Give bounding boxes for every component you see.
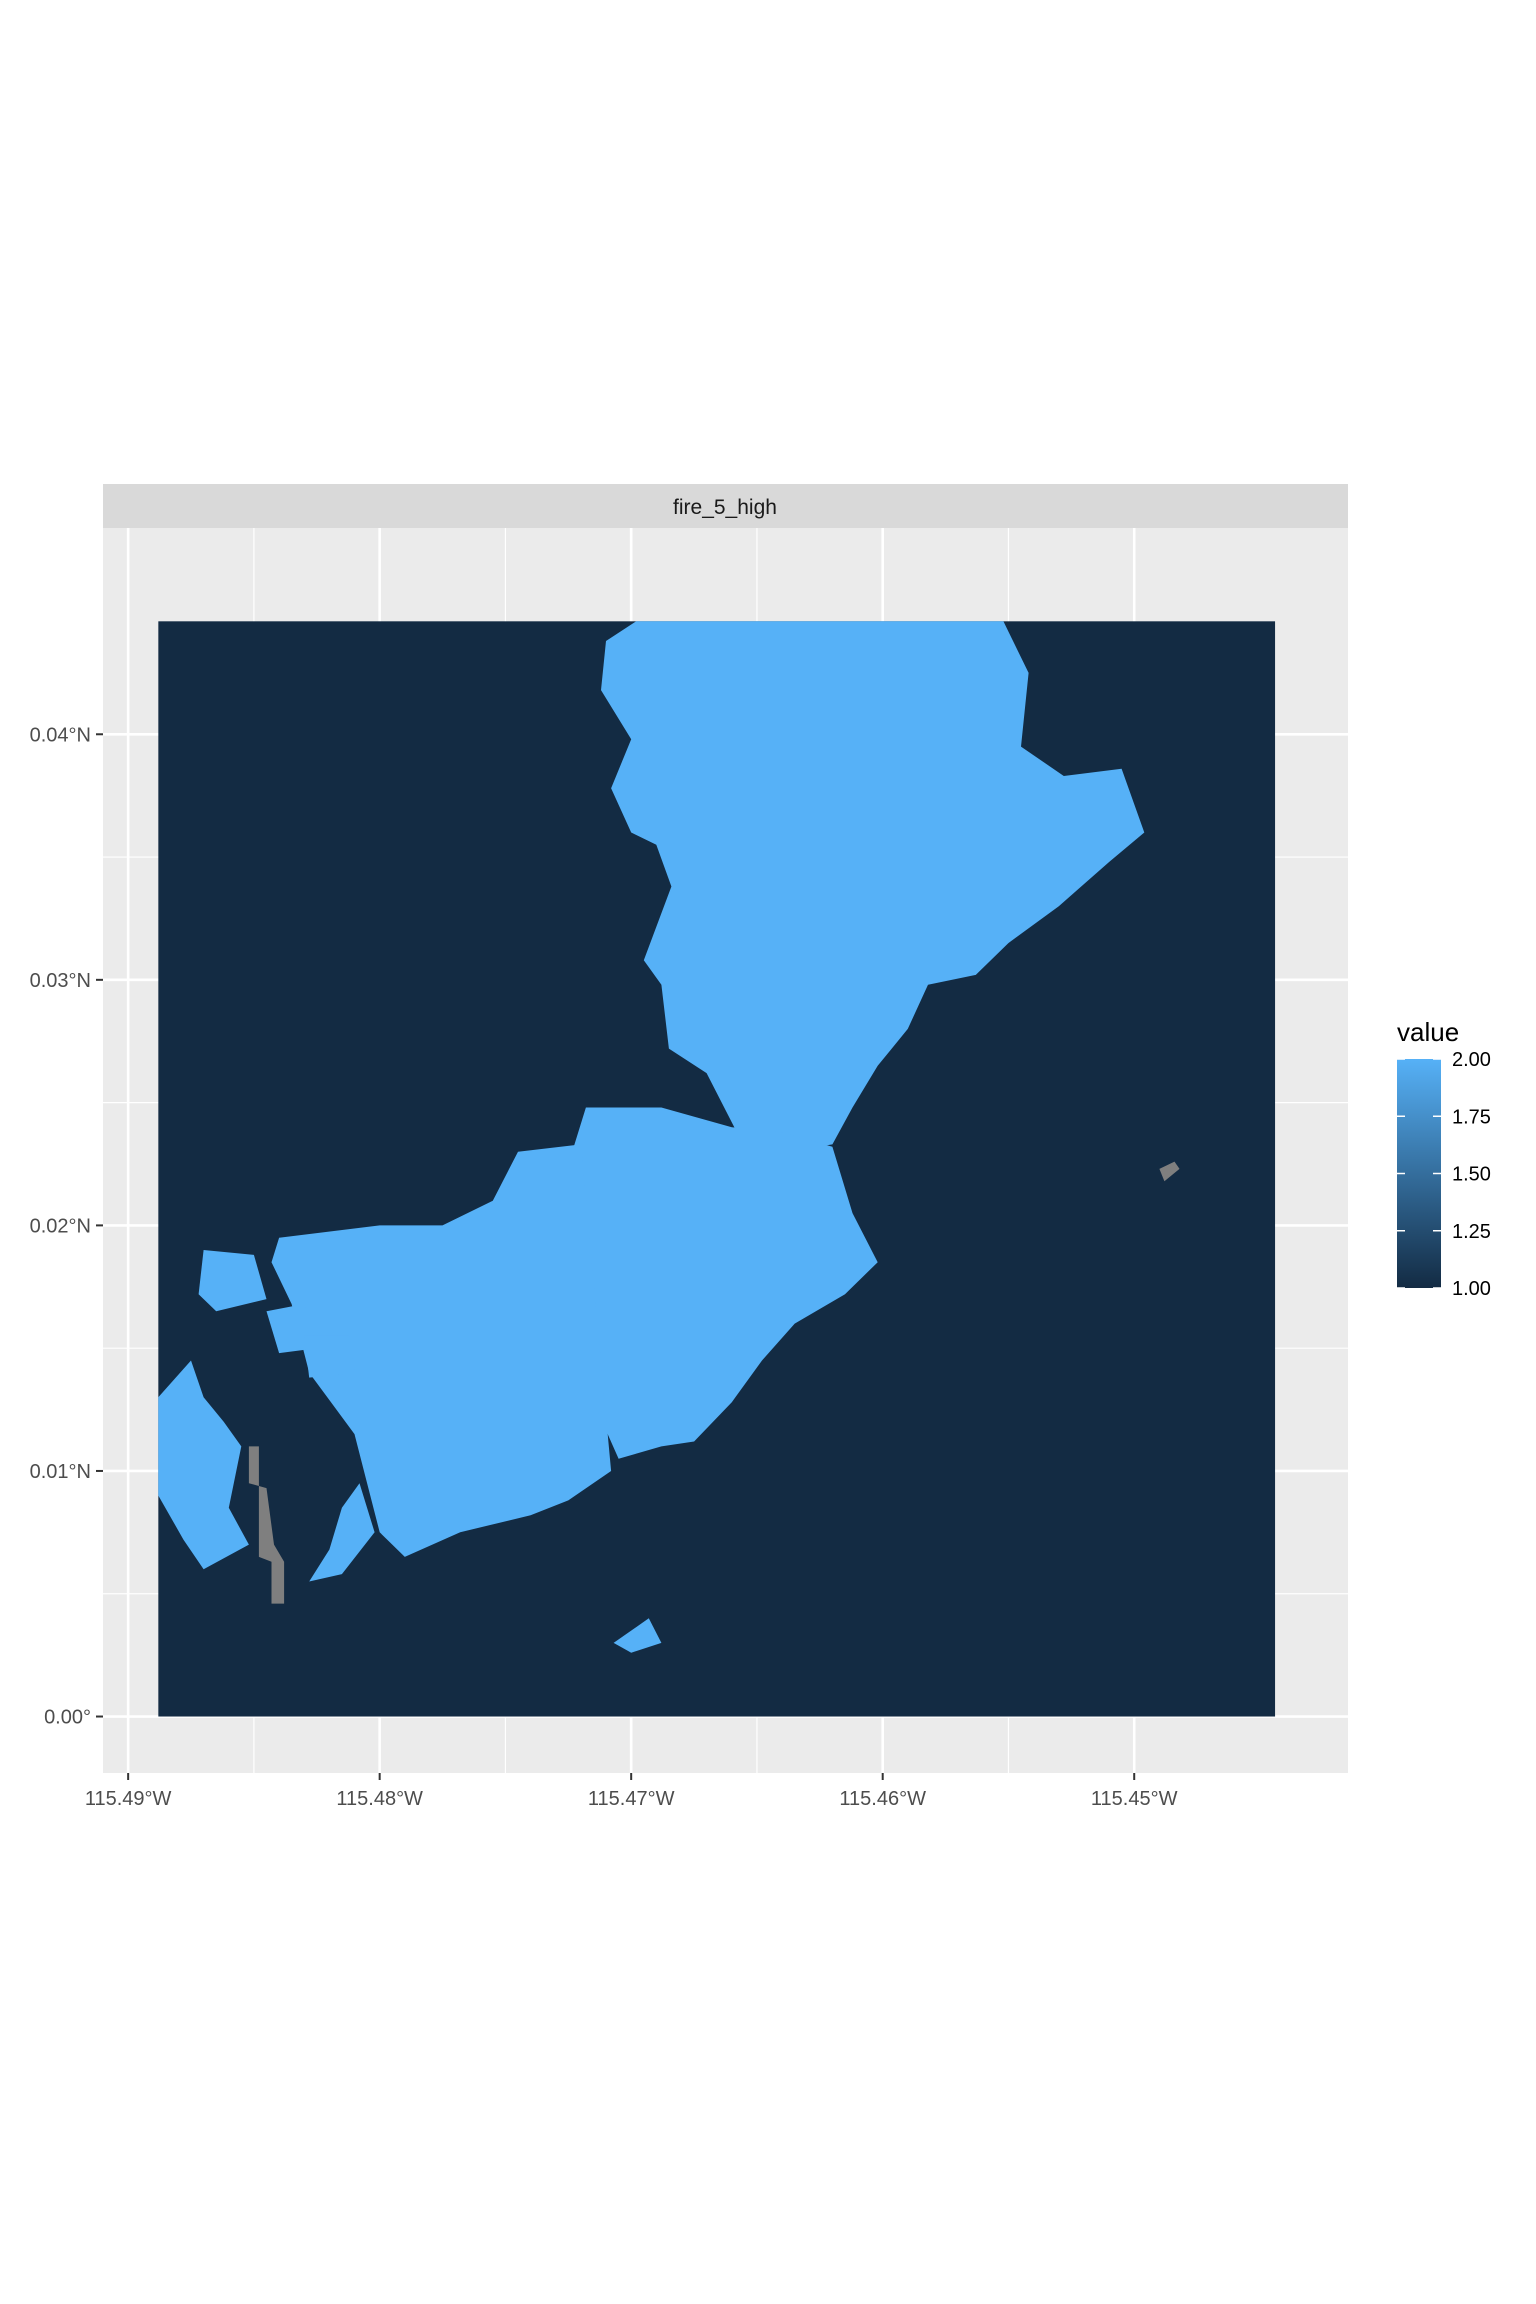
- burned-region-west-edge-patch: [158, 1360, 249, 1570]
- y-tick-label: 0.02°N: [30, 1215, 91, 1237]
- burned-region-small-patch-c: [304, 1335, 355, 1378]
- burned-region-western-lobe: [271, 1144, 612, 1557]
- x-tick-label: 115.49°W: [85, 1788, 172, 1810]
- y-tick-label: 0.04°N: [30, 724, 91, 746]
- burned-region-southern-islet: [613, 1618, 662, 1653]
- legend-label: 1.50: [1452, 1164, 1491, 1186]
- legend-label: 1.00: [1452, 1278, 1491, 1300]
- legend-ticks: 2.00 1.75 1.50 1.25 1.00: [1397, 1049, 1491, 1300]
- legend-label: 1.25: [1452, 1221, 1491, 1243]
- legend-label: 1.75: [1452, 1106, 1491, 1128]
- x-tick-label: 115.45°W: [1091, 1788, 1178, 1810]
- legend-label: 2.00: [1452, 1049, 1491, 1071]
- legend-title: value: [1397, 1017, 1459, 1047]
- x-tick-label: 115.48°W: [336, 1788, 423, 1810]
- x-tick-label: 115.46°W: [839, 1788, 926, 1810]
- na-cells-east-gray-fleck: [1159, 1161, 1180, 1182]
- burned-region-small-patch-a: [198, 1250, 267, 1312]
- legend: value 2.00 1.75 1.50 1.25 1.00: [1397, 1017, 1491, 1300]
- burned-region-central-lobe: [560, 1107, 878, 1459]
- y-tick-label: 0.00°: [44, 1707, 91, 1729]
- burned-region-northern-lobe: [601, 621, 1145, 1152]
- facet-strip: [103, 484, 1348, 528]
- burned-region-southwest-patch: [309, 1483, 375, 1582]
- raster: [158, 621, 1276, 1717]
- x-tick-label: 115.47°W: [588, 1788, 675, 1810]
- x-axis: 115.49°W 115.48°W 115.47°W 115.46°W 115.45°W: [85, 1773, 1178, 1810]
- y-axis: 0.00° 0.01°N 0.02°N 0.03°N 0.04°N: [30, 724, 103, 1729]
- y-tick-label: 0.03°N: [30, 970, 91, 992]
- y-tick-label: 0.01°N: [30, 1461, 91, 1483]
- burned-region-small-patch-b: [266, 1304, 317, 1354]
- facet-strip-label: fire_5_high: [673, 496, 777, 519]
- na-cells-west-gray-strip: [248, 1446, 285, 1604]
